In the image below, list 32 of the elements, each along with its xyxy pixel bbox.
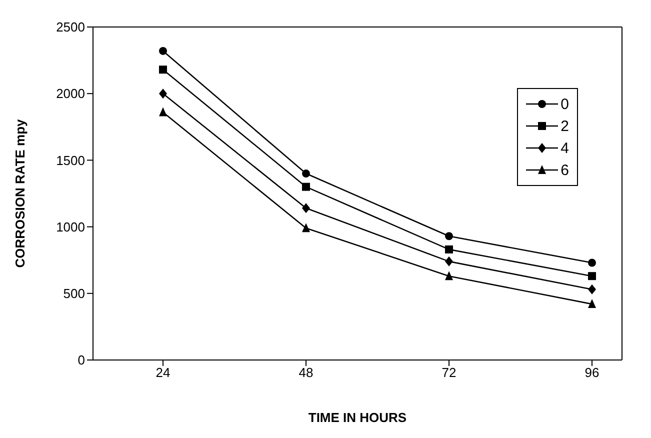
x-tick-label: 48 bbox=[298, 365, 314, 380]
point bbox=[588, 284, 596, 294]
y-tick-label: 1500 bbox=[56, 152, 85, 168]
x-tick-label: 96 bbox=[584, 365, 600, 380]
y-axis-title: CORROSION RATE mpy bbox=[12, 118, 28, 268]
point bbox=[302, 170, 310, 178]
x-tick-label: 72 bbox=[442, 365, 456, 380]
legend-label: 0 bbox=[560, 96, 569, 112]
point bbox=[302, 223, 310, 232]
point bbox=[302, 182, 310, 191]
point bbox=[445, 271, 453, 280]
y-tick-label: 2500 bbox=[56, 20, 85, 35]
point bbox=[588, 299, 596, 308]
y-tick-label: 500 bbox=[63, 286, 85, 302]
point bbox=[588, 258, 596, 267]
point bbox=[159, 66, 167, 74]
point bbox=[588, 272, 596, 280]
y-tick-label: 2000 bbox=[56, 86, 85, 102]
y-tick-label: 1000 bbox=[56, 219, 85, 234]
legend-label: 4 bbox=[560, 140, 569, 156]
y-tick-label: 0 bbox=[78, 352, 85, 368]
x-tick-label: 24 bbox=[156, 365, 170, 380]
point bbox=[159, 107, 167, 116]
point bbox=[159, 46, 167, 55]
point bbox=[445, 245, 453, 254]
point bbox=[445, 232, 453, 240]
point bbox=[159, 88, 167, 99]
point bbox=[445, 256, 453, 266]
x-axis-title: TIME IN HOURS bbox=[308, 410, 407, 425]
legend-label: 6 bbox=[560, 162, 569, 178]
legend-label: 2 bbox=[560, 118, 569, 134]
point bbox=[302, 203, 310, 214]
